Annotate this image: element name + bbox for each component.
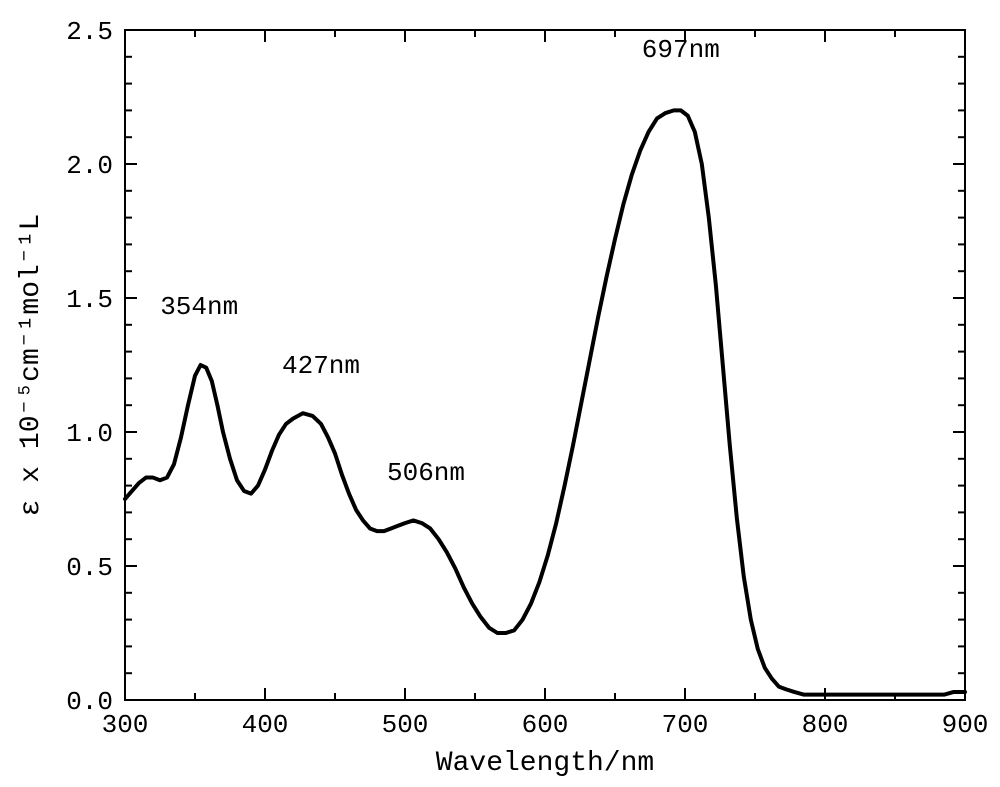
y-tick-label: 1.0 xyxy=(66,419,113,449)
chart-svg: 3004005006007008009000.00.51.01.52.02.5W… xyxy=(0,0,1000,787)
y-tick-label: 2.5 xyxy=(66,17,113,47)
peak-label: 354nm xyxy=(160,292,238,322)
x-tick-label: 700 xyxy=(662,710,709,740)
x-axis-label: Wavelength/nm xyxy=(436,748,654,779)
y-tick-label: 0.0 xyxy=(66,687,113,717)
spectrum-chart: 3004005006007008009000.00.51.01.52.02.5W… xyxy=(0,0,1000,787)
x-tick-label: 500 xyxy=(382,710,429,740)
peak-label: 427nm xyxy=(282,351,360,381)
peak-label: 506nm xyxy=(387,458,465,488)
y-tick-label: 0.5 xyxy=(66,553,113,583)
x-tick-label: 400 xyxy=(242,710,289,740)
x-tick-label: 800 xyxy=(802,710,849,740)
y-axis-label: ε x 10⁻⁵cm⁻¹mol⁻¹L xyxy=(16,214,47,517)
y-tick-label: 1.5 xyxy=(66,285,113,315)
chart-background xyxy=(0,0,1000,787)
x-tick-label: 600 xyxy=(522,710,569,740)
y-tick-label: 2.0 xyxy=(66,151,113,181)
x-tick-label: 900 xyxy=(942,710,989,740)
peak-label: 697nm xyxy=(642,35,720,65)
